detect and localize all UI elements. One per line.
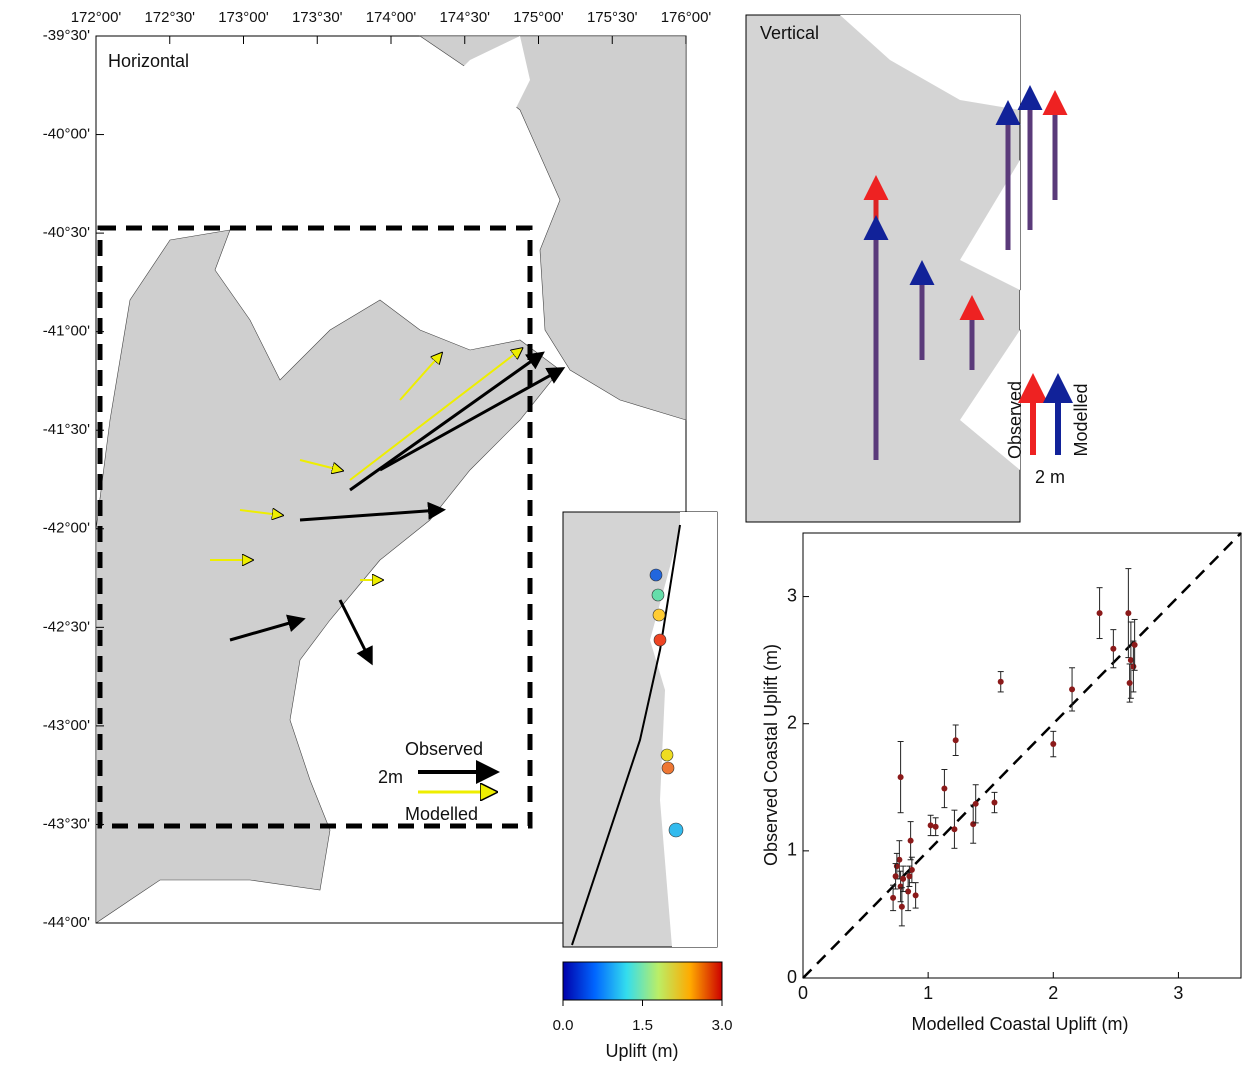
lat-label: -44°00'	[43, 914, 90, 931]
point	[991, 800, 997, 806]
lat-label: -43°00'	[43, 717, 90, 734]
page: Horizontal Observed 2m Modelled 172°00' 1…	[0, 0, 1243, 1068]
x-tick-label: 2	[1048, 983, 1058, 1003]
point	[1050, 741, 1056, 747]
point	[1097, 610, 1103, 616]
y-axis-label: Observed Coastal Uplift (m)	[761, 644, 781, 866]
point	[933, 824, 939, 830]
point	[893, 873, 899, 879]
lat-label: -40°00'	[43, 126, 90, 143]
point	[941, 786, 947, 792]
y-tick-label: 0	[787, 967, 797, 987]
lat-label: -41°00'	[43, 323, 90, 340]
lat-label: -41°30'	[43, 421, 90, 438]
lat-label: -39°30'	[43, 27, 90, 44]
lat-label: -42°00'	[43, 520, 90, 537]
point	[1069, 686, 1075, 692]
point	[973, 801, 979, 807]
legend-scale: 2m	[378, 767, 403, 787]
point	[951, 826, 957, 832]
x-axis-label: Modelled Coastal Uplift (m)	[911, 1014, 1128, 1034]
panel-title: Horizontal	[108, 51, 189, 71]
legend-label: Observed	[1005, 381, 1025, 459]
point	[890, 895, 896, 901]
lon-label: 173°00'	[218, 9, 269, 26]
lon-label: 176°00'	[661, 9, 712, 26]
colorbar-tick-label: 3.0	[712, 1017, 733, 1034]
lat-labels: -39°30' -40°00' -40°30' -41°00' -41°30' -42°0…	[43, 27, 104, 931]
y-tick-label: 3	[787, 585, 797, 605]
point	[908, 838, 914, 844]
x-tick-label: 1	[923, 983, 933, 1003]
lon-label: 172°00'	[71, 9, 122, 26]
point	[928, 822, 934, 828]
point	[998, 679, 1004, 685]
legend-scale: 2 m	[1035, 467, 1065, 487]
y-tick-label: 2	[787, 712, 797, 732]
legend-label: Observed	[405, 739, 483, 759]
legend-label: Modelled	[405, 804, 478, 824]
point	[899, 904, 905, 910]
vertical-map: Vertical Observed Modelled 2 m	[746, 15, 1091, 522]
figure: Horizontal Observed 2m Modelled 172°00' 1…	[0, 0, 1243, 1063]
lat-label: -42°30'	[43, 618, 90, 635]
scatter-panel: Observed Coastal Uplift (m) Modelled Coa…	[761, 533, 1241, 1034]
colorbar-tick-label: 0.0	[553, 1017, 574, 1034]
colorbar: Uplift (m) 0.0 1.5 3.0	[553, 962, 733, 1061]
x-tick-label: 0	[798, 983, 808, 1003]
y-tick-label: 1	[787, 840, 797, 860]
point	[1110, 646, 1116, 652]
panel-title: Vertical	[760, 23, 819, 43]
lon-label: 175°30'	[587, 9, 638, 26]
point	[913, 892, 919, 898]
lat-label: -40°30'	[43, 224, 90, 241]
lon-label: 172°30'	[144, 9, 195, 26]
point	[906, 873, 912, 879]
colorbar-label: Uplift (m)	[606, 1041, 679, 1061]
point	[898, 774, 904, 780]
lon-label: 174°30'	[439, 9, 490, 26]
point	[1127, 680, 1133, 686]
lon-label: 174°00'	[366, 9, 417, 26]
point	[1132, 642, 1138, 648]
point	[953, 737, 959, 743]
point	[900, 876, 906, 882]
x-tick-label: 3	[1173, 983, 1183, 1003]
lat-label: -43°30'	[43, 815, 90, 832]
colorbar-tick-label: 1.5	[632, 1017, 653, 1034]
legend-label: Modelled	[1071, 383, 1091, 456]
inset-map	[563, 512, 717, 947]
identity-line	[803, 533, 1241, 978]
point	[1125, 610, 1131, 616]
lon-label: 173°30'	[292, 9, 343, 26]
lon-label: 175°00'	[513, 9, 564, 26]
